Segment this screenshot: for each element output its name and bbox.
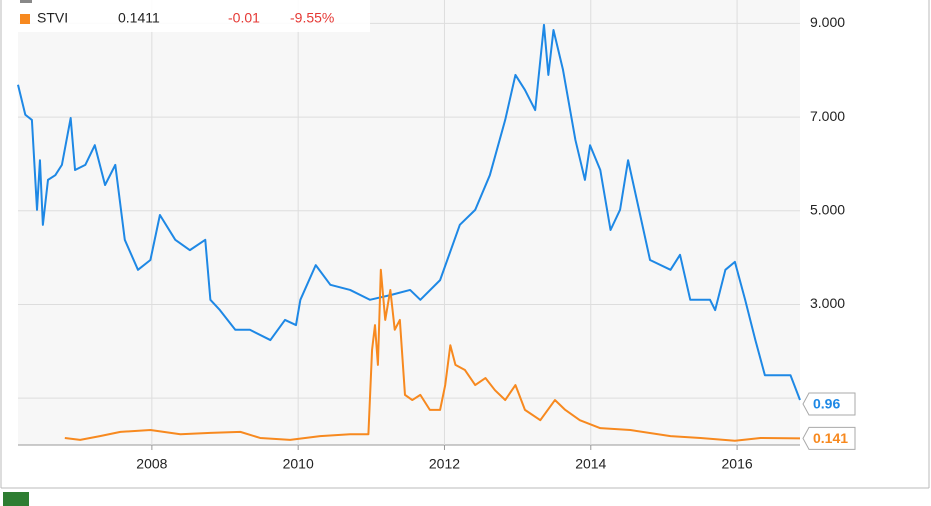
value-tag-box bbox=[802, 392, 856, 416]
x-tick-label: 2008 bbox=[136, 456, 167, 472]
value-tag: 0.96 bbox=[813, 396, 840, 412]
y-tick-label: 7.000 bbox=[810, 108, 845, 124]
value-tag: 0.141 bbox=[813, 430, 848, 446]
logo bbox=[3, 492, 29, 506]
plot-area bbox=[18, 0, 800, 445]
legend-value: 0.1411 bbox=[118, 10, 160, 26]
line bbox=[64, 268, 801, 442]
y-tick-label: 5.000 bbox=[810, 201, 845, 217]
x-tick-label: 2014 bbox=[575, 456, 606, 472]
legend-box bbox=[2, 0, 370, 32]
legend-value: -9.55% bbox=[290, 10, 334, 26]
line bbox=[17, 23, 801, 401]
legend-swatch bbox=[20, 14, 30, 24]
x-tick-label: 2016 bbox=[722, 456, 753, 472]
legend-label: STVI bbox=[37, 10, 68, 26]
legend-row-cut bbox=[20, 0, 32, 3]
value-tag-box bbox=[802, 426, 856, 450]
legend-value: -0.01 bbox=[228, 10, 260, 26]
y-tick-label: 9.000 bbox=[810, 14, 845, 30]
x-tick-label: 2012 bbox=[429, 456, 460, 472]
x-tick-label: 2010 bbox=[283, 456, 314, 472]
y-tick-label: 3.000 bbox=[810, 295, 845, 311]
